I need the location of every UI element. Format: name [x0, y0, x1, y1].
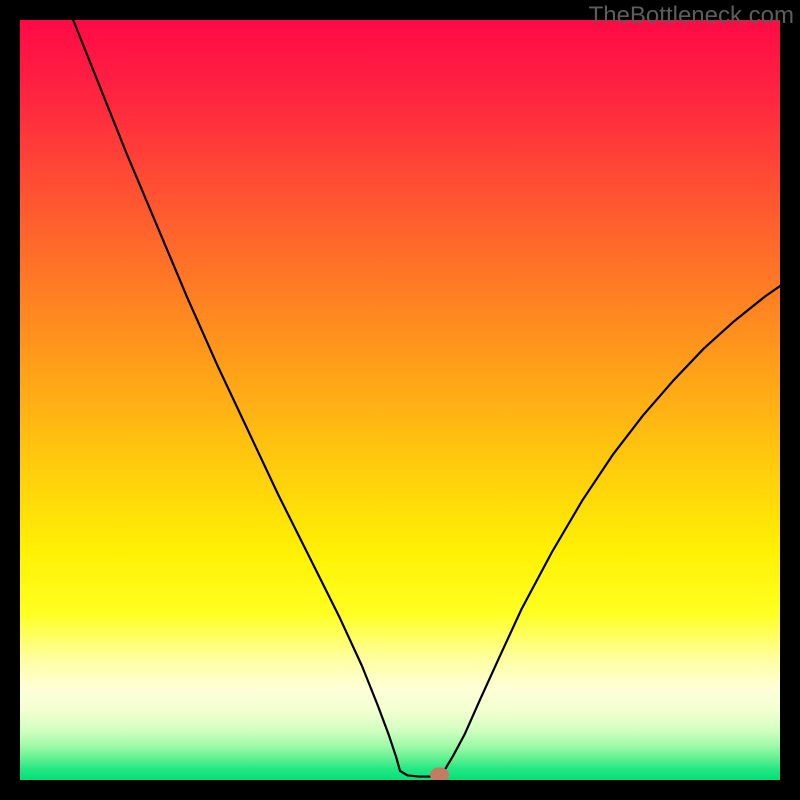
optimal-point-marker — [430, 768, 448, 780]
chart-frame — [0, 0, 800, 800]
watermark-text: TheBottleneck.com — [589, 2, 794, 30]
chart-background — [20, 20, 780, 780]
bottleneck-curve-chart — [20, 20, 780, 780]
